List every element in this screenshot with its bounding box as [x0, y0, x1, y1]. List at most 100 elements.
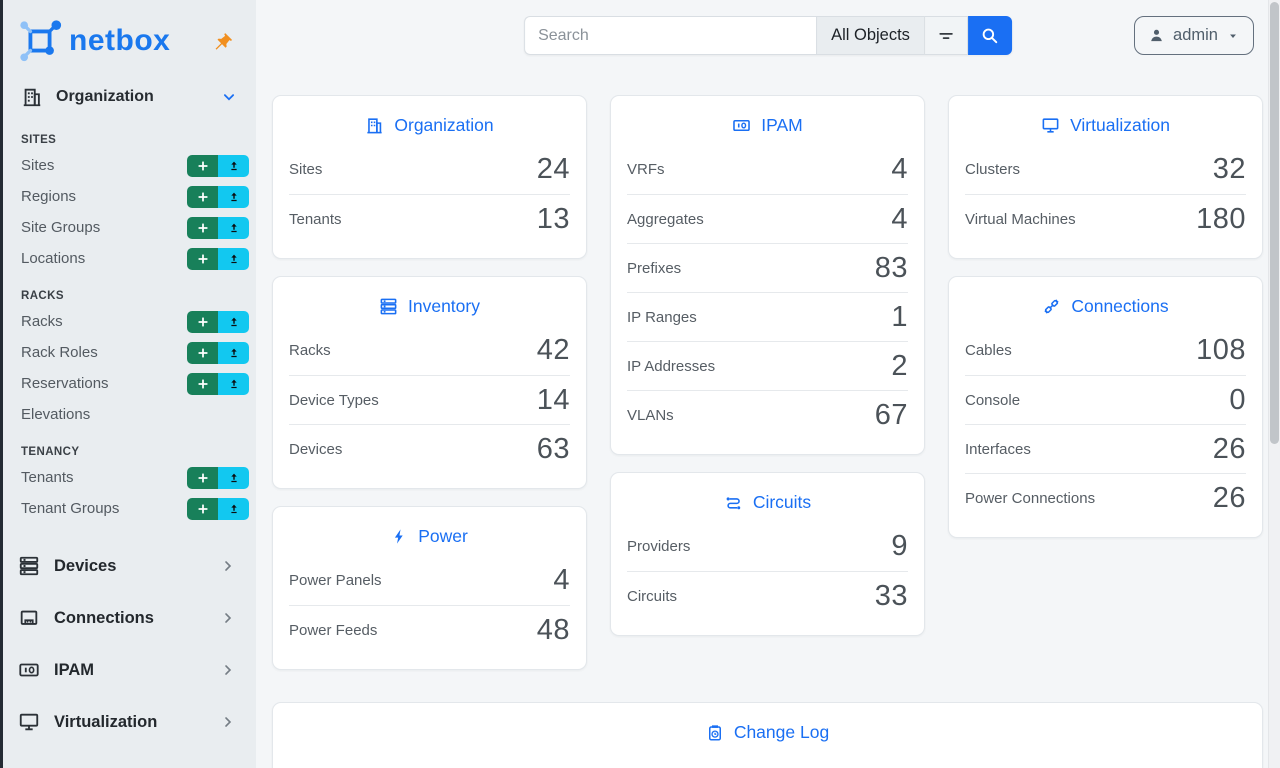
- sidebar-item-reservations[interactable]: Reservations: [21, 368, 249, 399]
- pin-sidebar-button[interactable]: [214, 31, 234, 51]
- stat-value[interactable]: 180: [1196, 202, 1246, 235]
- add-button[interactable]: [187, 154, 218, 177]
- stat-value[interactable]: 24: [536, 153, 570, 185]
- stat-value[interactable]: 83: [874, 251, 908, 284]
- stat-label[interactable]: Virtual Machines: [965, 210, 1076, 228]
- import-button[interactable]: [218, 466, 249, 489]
- sidebar-item-label[interactable]: Site Groups: [21, 219, 101, 236]
- sidebar-item-rack-roles[interactable]: Rack Roles: [21, 337, 249, 368]
- stat-label[interactable]: Power Panels: [289, 572, 382, 589]
- add-button[interactable]: [187, 341, 218, 364]
- page-scrollbar[interactable]: [1268, 0, 1280, 768]
- stat-value[interactable]: 26: [1212, 481, 1246, 514]
- sidebar-item-connections[interactable]: Connections: [3, 592, 256, 644]
- stat-label[interactable]: Aggregates: [627, 210, 704, 228]
- card-title-link[interactable]: Circuits: [611, 473, 924, 522]
- card-title-link[interactable]: Change Log: [273, 703, 1262, 752]
- card-title-link[interactable]: Inventory: [273, 277, 586, 326]
- import-button[interactable]: [218, 216, 249, 239]
- stat-label[interactable]: Devices: [289, 440, 343, 458]
- stat-value[interactable]: 4: [891, 202, 908, 235]
- sidebar-item-label[interactable]: Locations: [21, 250, 86, 267]
- sidebar-item-virtualization[interactable]: Virtualization: [3, 696, 256, 748]
- sidebar-item-sites[interactable]: Sites: [21, 150, 249, 181]
- stat-value[interactable]: 32: [1212, 153, 1246, 185]
- stat-label[interactable]: IP Ranges: [627, 308, 697, 326]
- card-title-link[interactable]: IPAM: [611, 96, 924, 145]
- sidebar-item-label[interactable]: Regions: [21, 188, 77, 205]
- sidebar-item-label[interactable]: Sites: [21, 157, 55, 174]
- card-title-link[interactable]: Power: [273, 507, 586, 556]
- stat-value[interactable]: 26: [1212, 432, 1246, 465]
- stat-value[interactable]: 42: [536, 334, 570, 366]
- stat-label[interactable]: Power Connections: [965, 489, 1096, 507]
- sidebar-item-label[interactable]: Tenant Groups: [21, 500, 120, 517]
- stat-label[interactable]: Device Types: [289, 391, 379, 409]
- sidebar-item-label[interactable]: Reservations: [21, 375, 109, 392]
- scrollbar-thumb[interactable]: [1270, 2, 1279, 444]
- sidebar-item-organization[interactable]: Organization: [3, 78, 256, 116]
- import-button[interactable]: [218, 497, 249, 520]
- stat-label[interactable]: VLANs: [627, 406, 674, 424]
- brand-name[interactable]: netbox: [69, 24, 171, 57]
- import-button[interactable]: [218, 247, 249, 270]
- search-scope-select[interactable]: All Objects: [816, 16, 924, 55]
- stat-value[interactable]: 4: [553, 564, 570, 596]
- sidebar-item-tenant-groups[interactable]: Tenant Groups: [21, 493, 249, 524]
- stat-label[interactable]: Power Feeds: [289, 621, 378, 639]
- stat-value[interactable]: 48: [536, 613, 570, 646]
- netbox-logo-icon[interactable]: [17, 18, 63, 64]
- stat-value[interactable]: 4: [891, 153, 908, 185]
- sidebar-item-devices[interactable]: Devices: [3, 540, 256, 592]
- import-button[interactable]: [218, 341, 249, 364]
- sidebar-item-site-groups[interactable]: Site Groups: [21, 212, 249, 243]
- stat-value[interactable]: 9: [891, 530, 908, 562]
- sidebar-item-racks[interactable]: Racks: [21, 306, 249, 337]
- import-button[interactable]: [218, 154, 249, 177]
- stat-label[interactable]: Cables: [965, 342, 1012, 359]
- stat-label[interactable]: Racks: [289, 342, 331, 359]
- search-button[interactable]: [967, 16, 1012, 55]
- stat-value[interactable]: 33: [874, 579, 908, 612]
- stat-value[interactable]: 2: [891, 349, 908, 382]
- card-title-link[interactable]: Organization: [273, 96, 586, 145]
- stat-value[interactable]: 0: [1229, 383, 1246, 416]
- sidebar-item-label[interactable]: Elevations: [21, 406, 91, 423]
- sidebar-item-regions[interactable]: Regions: [21, 181, 249, 212]
- user-menu-button[interactable]: admin: [1134, 16, 1254, 55]
- add-button[interactable]: [187, 216, 218, 239]
- add-button[interactable]: [187, 310, 218, 333]
- stat-value[interactable]: 67: [874, 398, 908, 431]
- filter-button[interactable]: [923, 16, 968, 55]
- import-button[interactable]: [218, 185, 249, 208]
- import-button[interactable]: [218, 310, 249, 333]
- stat-label[interactable]: Clusters: [965, 161, 1021, 178]
- search-input[interactable]: [524, 16, 817, 55]
- stat-label[interactable]: Prefixes: [627, 259, 682, 277]
- sidebar-item-label[interactable]: Racks: [21, 313, 63, 330]
- sidebar-item-ipam[interactable]: IPAM: [3, 644, 256, 696]
- stat-label[interactable]: Sites: [289, 161, 323, 178]
- stat-value[interactable]: 13: [536, 202, 570, 235]
- stat-value[interactable]: 108: [1196, 334, 1246, 366]
- sidebar-item-tenants[interactable]: Tenants: [21, 462, 249, 493]
- stat-label[interactable]: Console: [965, 391, 1021, 409]
- stat-label[interactable]: Circuits: [627, 587, 678, 605]
- stat-value[interactable]: 63: [536, 432, 570, 465]
- sidebar-item-locations[interactable]: Locations: [21, 243, 249, 274]
- import-button[interactable]: [218, 372, 249, 395]
- add-button[interactable]: [187, 247, 218, 270]
- stat-label[interactable]: VRFs: [627, 161, 665, 178]
- sidebar-item-label[interactable]: Tenants: [21, 469, 74, 486]
- stat-value[interactable]: 14: [536, 383, 570, 416]
- add-button[interactable]: [187, 185, 218, 208]
- add-button[interactable]: [187, 466, 218, 489]
- sidebar-item-label[interactable]: Rack Roles: [21, 344, 98, 361]
- stat-label[interactable]: Providers: [627, 538, 691, 555]
- stat-label[interactable]: Interfaces: [965, 440, 1031, 458]
- stat-label[interactable]: Tenants: [289, 210, 342, 228]
- sidebar-item-elevations[interactable]: Elevations: [21, 399, 249, 430]
- card-title-link[interactable]: Connections: [949, 277, 1262, 326]
- stat-label[interactable]: IP Addresses: [627, 357, 716, 375]
- add-button[interactable]: [187, 372, 218, 395]
